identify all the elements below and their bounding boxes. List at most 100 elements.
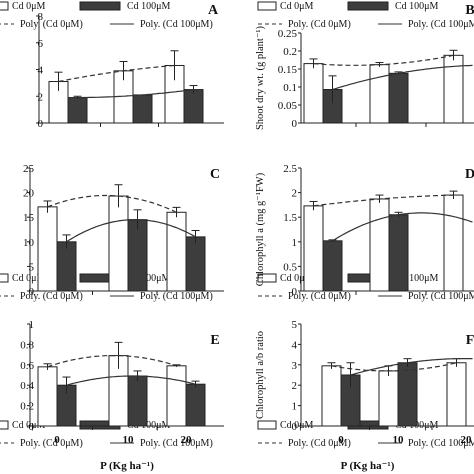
panel-f-bar-cd0-0 <box>321 365 342 427</box>
legend-label-poly-cd100: Poly. (Cd 100μM) <box>140 19 213 30</box>
panel-e-bar-cd100-10 <box>127 375 148 427</box>
legend-label-cd100: Cd 100μM <box>127 273 171 284</box>
panel-f-x-tick-label: 0 <box>338 434 344 446</box>
panel-d-y-tick-label: 0.5 <box>283 261 297 273</box>
panel-f-y-tick-label: 3 <box>292 360 298 372</box>
panel-d-y-tick-label: 0 <box>292 286 298 298</box>
panel-a-label: A <box>208 3 219 18</box>
panel-a-y-tick-label: 8 <box>38 11 44 23</box>
panel-e-trend-cd0 <box>47 355 176 368</box>
legend-label-poly-cd0: Poly. (Cd 0μM) <box>20 291 83 302</box>
panel-e-label: E <box>210 333 219 348</box>
legend-label-cd100: Cd 100μM <box>395 273 439 284</box>
panel-a-y-tick-label: 2 <box>38 91 44 103</box>
panel-c-bar-cd0-10 <box>108 195 129 292</box>
panel-c-bar-cd0-0 <box>37 206 58 292</box>
legend-label-poly-cd100: Poly. (Cd 100μM) <box>408 291 474 302</box>
panel-c-bar-cd100-20 <box>185 236 206 292</box>
panel-a-y-tick-label: 6 <box>38 38 44 50</box>
panel-f-bar-cd100-10 <box>397 362 418 427</box>
panel-f-y-tick-label: 0 <box>292 421 298 433</box>
panel-e-x-tick-label: 0 <box>54 434 60 446</box>
panel-c-bar-cd100-10 <box>127 219 148 292</box>
legend-swatch-cd100 <box>79 1 121 11</box>
panel-d-y-tick-label: 1.5 <box>283 212 297 224</box>
panel-f-x-tick-label: 20 <box>461 434 473 446</box>
panel-f-trend-cd0 <box>331 362 456 372</box>
panel-d-y-axis-title: Chlorophyll a (mg g⁻¹FW) <box>255 172 266 286</box>
legend-label-cd0: Cd 0μM <box>280 273 314 284</box>
panel-e-x-tick-label: 10 <box>123 434 135 446</box>
panel-a-legend: Cd 0μM Cd 100μM Poly. (Cd 0μM) Poly. (Cd 10… <box>0 1 213 30</box>
legend-swatch-cd100 <box>347 1 389 11</box>
legend-label-poly-cd0: Poly. (Cd 0μM) <box>288 19 351 30</box>
panel-f-label: F <box>466 333 474 348</box>
panel-d-y-tick-label: 2 <box>292 188 298 200</box>
legend-swatch-cd0 <box>0 1 9 11</box>
panel-b-trend-cd0 <box>313 54 454 66</box>
panel-e-y-tick-label: 0 <box>29 421 35 433</box>
panel-b-y-tick-label: 0.25 <box>278 28 298 40</box>
legend-label-poly-cd0: Poly. (Cd 0μM) <box>288 291 351 302</box>
panel-c-bar-cd100-0 <box>56 241 77 292</box>
legend-swatch-cd0 <box>257 1 277 11</box>
panel-d-bar-cd0-0 <box>303 205 324 292</box>
panel-b-bar-cd0-10 <box>369 64 390 124</box>
panel-d-y-tick-label: 1 <box>292 237 298 249</box>
panel-e-y-tick-label: 0.2 <box>20 401 34 413</box>
panel-d-legend: Cd 0μM Cd 100μM Poly. (Cd 0μM) Poly. (Cd 10… <box>257 273 474 302</box>
panel-e-x-axis-title: P (Kg ha⁻¹) <box>100 460 154 472</box>
panel-c-label: C <box>210 167 220 182</box>
panel-d-bar-cd100-10 <box>388 214 409 292</box>
panel-a-y-tick-label: 0 <box>38 118 44 130</box>
panel-a: 0 2 4 6 8 A <box>36 3 224 130</box>
panel-c-y-tick-label: 15 <box>23 212 35 224</box>
panel-b-y-axis-title: Shoot dry wt. (g plant⁻¹) <box>255 25 266 130</box>
panel-c-y-tick-label: 0 <box>29 286 35 298</box>
legend-label-poly-cd0: Poly. (Cd 0μM) <box>288 438 351 449</box>
panel-a-bar-cd100-20 <box>183 89 204 124</box>
panel-b-label: B <box>465 3 474 18</box>
legend-swatch-cd0 <box>257 273 277 283</box>
panel-c-trend-cd0 <box>47 194 176 213</box>
panel-f-x-tick-label: 10 <box>393 434 405 446</box>
panel-b-bar-cd100-10 <box>388 72 409 124</box>
legend-label-poly-cd100: Poly. (Cd 100μM) <box>408 438 474 449</box>
legend-label-cd0: Cd 0μM <box>280 1 314 12</box>
panel-c-y-tick-label: 5 <box>29 261 35 273</box>
panel-d-y-tick-label: 2.5 <box>283 163 297 175</box>
panel-a-bar-cd100-10 <box>132 94 153 124</box>
panel-b-trend-cd100 <box>332 64 473 91</box>
panel-a-bar-cd100-0 <box>67 97 88 124</box>
panel-b-bar-cd0-0 <box>303 63 324 124</box>
panel-f-x-axis-title: P (Kg ha⁻¹) <box>341 460 395 472</box>
panel-c-y-tick-label: 20 <box>23 188 35 200</box>
panel-d-trend-cd100 <box>332 212 473 242</box>
legend-swatch-cd0 <box>0 420 9 430</box>
panel-d-bar-cd0-20 <box>443 194 464 292</box>
panel-a-trend-cd100 <box>77 89 194 99</box>
panel-d-bar-cd0-10 <box>369 198 390 292</box>
panel-b-y-tick-label: 0.1 <box>283 82 297 94</box>
panel-e-bar-cd0-20 <box>166 365 187 427</box>
legend-label-cd100: Cd 100μM <box>395 1 439 12</box>
legend-label-cd0: Cd 0μM <box>12 1 46 12</box>
panel-a-y-tick-label: 4 <box>38 65 44 77</box>
panel-e-y-tick-label: 0.8 <box>20 339 34 351</box>
panel-f-y-tick-label: 5 <box>292 319 298 331</box>
panel-f-y-tick-label: 4 <box>292 339 298 351</box>
legend-label-poly-cd0: Poly. (Cd 0μM) <box>20 438 83 449</box>
panel-e-bar-cd0-0 <box>37 366 58 427</box>
panel-e-bar-cd100-20 <box>185 383 206 427</box>
panel-a-trend-cd0 <box>58 64 175 83</box>
legend-label-poly-cd100: Poly. (Cd 100μM) <box>140 291 213 302</box>
panel-b-legend: Cd 0μM Cd 100μM Poly. (Cd 0μM) Poly. (Cd 10… <box>257 1 474 30</box>
panel-e-y-tick-label: 0.4 <box>20 380 34 392</box>
panel-e-y-tick-label: 0.6 <box>20 360 34 372</box>
panel-f-bar-cd0-20 <box>446 362 467 427</box>
panel-d: 0 0.5 1 1.5 2 2.5 D Chlorophyll a (mg g⁻¹FW) <box>255 163 474 298</box>
legend-label-poly-cd100: Poly. (Cd 100μM) <box>140 438 213 449</box>
panel-b-y-tick-label: 0.2 <box>283 46 297 58</box>
